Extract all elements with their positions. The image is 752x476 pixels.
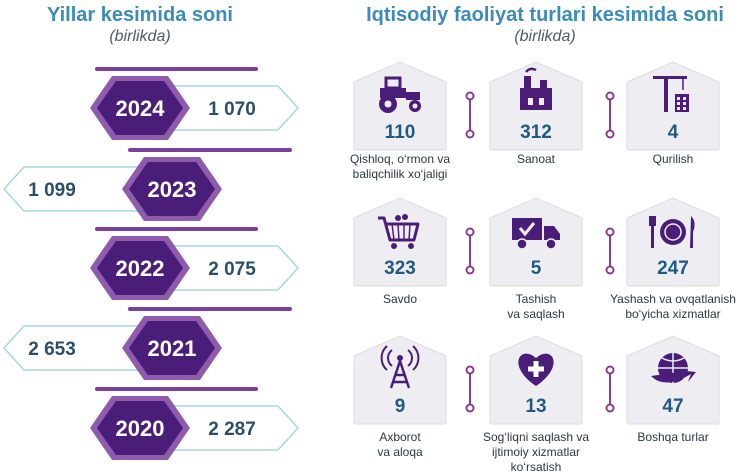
year-row-2020: 2020 2 287 xyxy=(90,387,300,460)
card-label: Tashish va saqlash xyxy=(456,292,616,322)
accent-bar xyxy=(95,387,258,391)
activity-card: 247 xyxy=(625,196,721,288)
connector xyxy=(465,91,475,139)
card-shape xyxy=(353,61,447,151)
activity-card: 110 xyxy=(352,60,448,152)
globe-icon xyxy=(651,353,696,383)
card-value: 323 xyxy=(384,258,416,279)
card-label-line: ko‘rsatish xyxy=(510,460,562,474)
card-label-line: Axborot xyxy=(379,430,421,444)
connector xyxy=(605,91,615,139)
year-label: 2021 xyxy=(148,336,197,361)
plate-cutlery-icon xyxy=(649,216,695,248)
right-chart-title: Iqtisodiy faoliyat turlari kesimida soni xyxy=(366,4,724,26)
antenna-icon xyxy=(380,345,420,389)
card-label: Sog‘liqni saqlash va ijtimoiy xizmatlar ko… xyxy=(456,430,616,475)
card-value: 110 xyxy=(385,122,416,143)
left-chart-subtitle: (birlikda) xyxy=(109,28,171,45)
hexagon-badge xyxy=(97,81,183,135)
card-label: Sanoat xyxy=(456,152,616,167)
card-label: Qurilish xyxy=(593,152,752,167)
card-label-line: Qishloq, o‘rmon va xyxy=(349,152,451,166)
card-label-line: baliqchilik xo‘jaligi xyxy=(352,167,448,181)
left-chart-title: Yillar kesimida soni xyxy=(46,4,233,26)
year-label: 2024 xyxy=(116,96,166,121)
card-label-line: Sanoat xyxy=(516,152,556,166)
year-row-2021: 2021 2 653 xyxy=(2,307,292,380)
activity-card: 5 xyxy=(488,196,584,288)
activity-card: 323 xyxy=(352,196,448,288)
connector xyxy=(465,227,475,275)
accent-bar xyxy=(95,227,258,231)
card-label-line: va saqlash xyxy=(507,307,565,321)
truck-icon xyxy=(512,218,560,250)
year-label: 2023 xyxy=(148,177,197,202)
card-value: 312 xyxy=(520,122,552,143)
factory-icon xyxy=(520,67,552,110)
card-label: Savdo xyxy=(320,292,480,307)
activity-card: 9 xyxy=(352,334,448,426)
activity-card: 13 xyxy=(488,334,584,426)
hexagon-badge xyxy=(129,162,215,216)
card-label-line: Tashish xyxy=(515,292,557,306)
accent-bar xyxy=(128,307,292,311)
connector xyxy=(605,227,615,275)
card-shape xyxy=(626,61,720,151)
year-value: 1 070 xyxy=(208,99,256,120)
activity-card: 312 xyxy=(488,60,584,152)
activity-card: 4 xyxy=(625,60,721,152)
year-row-2023: 2023 1 099 xyxy=(2,148,292,221)
year-value: 2 653 xyxy=(28,339,76,360)
card-label-line: Sog‘liqni saqlash va xyxy=(482,430,590,444)
year-row-2022: 2022 2 075 xyxy=(90,227,300,300)
hexagon-badge xyxy=(97,241,183,295)
year-label: 2020 xyxy=(116,416,165,441)
connector xyxy=(465,365,475,413)
years-chart: 2024 1 070 2023 1 099 2022 2 075 2021 2 653 2020… xyxy=(2,67,300,460)
card-label: Axborot va aloqa xyxy=(320,430,480,460)
hexagon-badge xyxy=(129,321,215,375)
card-label-line: ijtimoiy xizmatlar xyxy=(491,445,580,459)
tractor-icon xyxy=(379,76,421,113)
shopping-cart-icon xyxy=(378,214,420,249)
card-value: 47 xyxy=(662,396,683,417)
card-shape xyxy=(353,335,447,425)
card-value: 4 xyxy=(668,122,679,143)
connector xyxy=(605,365,615,413)
card-label: Qishloq, o‘rmon va baliqchilik xo‘jaligi xyxy=(320,152,480,182)
card-label-line: Yashash va ovqatlanish xyxy=(610,292,736,306)
card-label: Yashash va ovqatlanish bo‘yicha xizmatlar xyxy=(593,292,752,322)
card-value: 5 xyxy=(531,258,542,279)
card-label-line: Savdo xyxy=(382,292,418,306)
card-value: 13 xyxy=(525,396,546,417)
card-label-line: Qurilish xyxy=(652,152,694,166)
card-label-line: bo‘yicha xizmatlar xyxy=(625,307,721,321)
card-label-line: va aloqa xyxy=(377,445,423,459)
activity-card: 47 xyxy=(625,334,721,426)
card-shape xyxy=(353,197,447,287)
heart-plus-icon xyxy=(518,353,554,386)
year-value: 1 099 xyxy=(28,180,76,201)
year-value: 2 075 xyxy=(208,259,256,280)
accent-bar xyxy=(95,67,258,71)
accent-bar xyxy=(128,148,292,152)
card-label: Boshqa turlar xyxy=(593,430,752,445)
card-value: 9 xyxy=(395,396,406,417)
hexagon-badge xyxy=(97,401,183,455)
crane-icon xyxy=(653,76,689,112)
year-value: 2 287 xyxy=(208,419,256,440)
year-label: 2022 xyxy=(116,256,165,281)
card-label-line: Boshqa turlar xyxy=(637,430,709,444)
year-row-2024: 2024 1 070 xyxy=(90,67,300,140)
card-value: 247 xyxy=(657,258,689,279)
right-chart-subtitle: (birlikda) xyxy=(514,28,576,45)
